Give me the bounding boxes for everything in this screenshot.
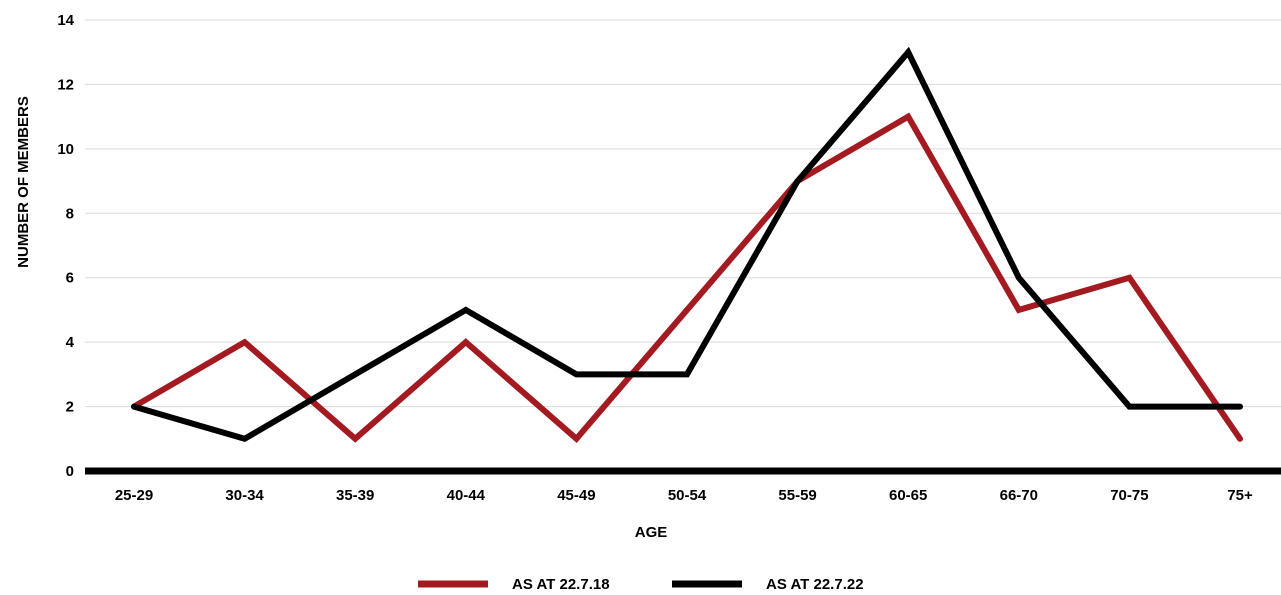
y-tick-label: 4 — [66, 334, 75, 351]
legend-label-series-2: AS AT 22.7.22 — [766, 576, 864, 593]
x-tick-label: 50-54 — [668, 487, 707, 504]
series-line-2 — [131, 46, 1243, 443]
gridlines — [85, 19, 1281, 408]
series-lines — [131, 46, 1243, 444]
y-tick-label: 8 — [66, 205, 74, 222]
legend-label-series-1: AS AT 22.7.18 — [512, 576, 610, 593]
x-tick-label: 35-39 — [336, 487, 374, 504]
x-tick-label: 75+ — [1227, 487, 1253, 504]
x-tick-label: 55-59 — [778, 487, 816, 504]
legend: AS AT 22.7.18 AS AT 22.7.22 — [418, 576, 864, 593]
y-tick-label: 2 — [66, 399, 74, 416]
y-tick-label: 10 — [57, 141, 74, 158]
y-tick-label: 6 — [66, 270, 74, 287]
y-axis-ticks: 0 2 4 6 8 10 12 14 — [57, 12, 74, 480]
y-axis-title: NUMBER OF MEMBERS — [15, 96, 32, 268]
x-tick-label: 40-44 — [447, 487, 486, 504]
y-tick-label: 14 — [57, 12, 74, 29]
x-tick-label: 25-29 — [115, 487, 153, 504]
y-tick-label: 12 — [57, 76, 74, 93]
x-tick-label: 60-65 — [889, 487, 927, 504]
x-tick-label: 70-75 — [1110, 487, 1148, 504]
y-tick-label: 0 — [66, 463, 74, 480]
x-axis-title: AGE — [635, 524, 668, 541]
x-axis-ticks: 25-29 30-34 35-39 40-44 45-49 50-54 55-59 60-65… — [115, 487, 1253, 504]
x-tick-label: 30-34 — [225, 487, 264, 504]
series-line-1 — [131, 112, 1243, 444]
x-tick-label: 45-49 — [557, 487, 595, 504]
x-tick-label: 66-70 — [1000, 487, 1038, 504]
